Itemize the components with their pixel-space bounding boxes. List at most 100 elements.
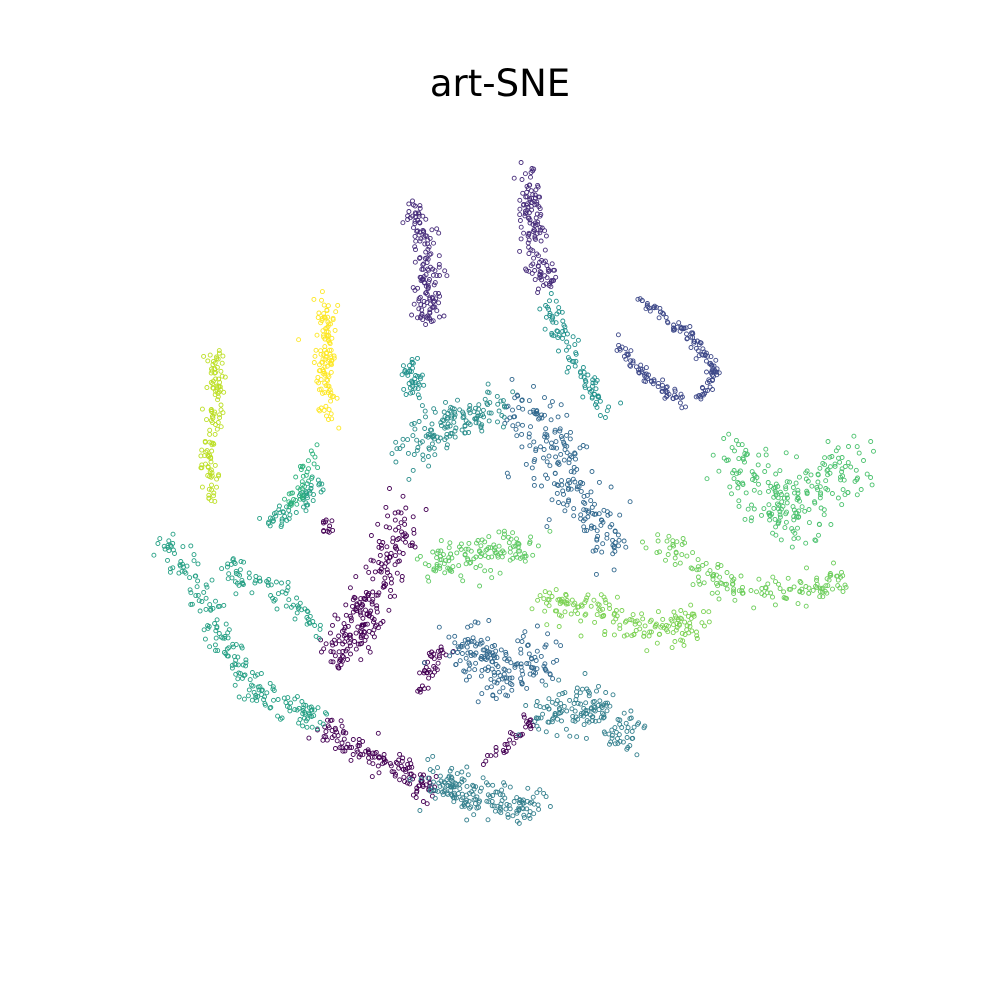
scatter-point	[432, 795, 438, 801]
scatter-point	[507, 737, 513, 743]
scatter-point	[311, 461, 317, 467]
scatter-point	[294, 595, 300, 601]
scatter-point	[814, 575, 820, 581]
scatter-point	[612, 741, 618, 747]
scatter-point	[299, 699, 305, 704]
scatter-point	[670, 327, 676, 333]
scatter-point	[603, 600, 609, 606]
scatter-point	[771, 505, 777, 511]
scatter-point	[415, 386, 421, 392]
scatter-point	[206, 495, 212, 501]
scatter-point	[751, 471, 757, 477]
scatter-point	[827, 571, 833, 576]
scatter-point	[303, 472, 309, 478]
scatter-point	[414, 447, 420, 453]
scatter-point	[209, 482, 214, 488]
scatter-point	[463, 561, 469, 567]
scatter-point	[410, 390, 416, 395]
scatter-point	[482, 539, 488, 545]
scatter-point	[421, 261, 427, 267]
scatter-point	[212, 462, 218, 468]
scatter-point	[537, 269, 543, 275]
scatter-point	[493, 789, 499, 795]
scatter-point	[402, 516, 408, 522]
cluster-12	[516, 671, 648, 758]
scatter-point	[350, 737, 356, 742]
scatter-point	[446, 634, 452, 640]
scatter-point	[373, 592, 379, 598]
scatter-point	[614, 594, 620, 600]
scatter-point	[554, 657, 560, 663]
scatter-point	[479, 691, 485, 697]
scatter-point	[535, 290, 541, 295]
scatter-point	[208, 418, 214, 424]
scatter-point	[700, 385, 706, 391]
scatter-point	[523, 553, 529, 559]
scatter-point	[199, 406, 205, 412]
scatter-point	[451, 419, 457, 425]
scatter-point	[596, 479, 602, 485]
scatter-point	[212, 409, 218, 415]
scatter-point	[429, 227, 435, 233]
scatter-point	[259, 692, 265, 698]
scatter-point	[542, 412, 547, 418]
scatter-point	[340, 641, 346, 647]
scatter-point	[448, 551, 454, 557]
scatter-point	[431, 567, 437, 573]
scatter-point	[217, 384, 223, 390]
scatter-point	[401, 386, 407, 392]
scatter-point	[566, 365, 571, 370]
scatter-point	[639, 611, 645, 617]
scatter-point	[636, 369, 642, 375]
scatter-point	[690, 335, 696, 340]
scatter-point	[715, 583, 721, 589]
scatter-point	[323, 383, 329, 389]
scatter-point	[421, 670, 427, 676]
scatter-point	[571, 469, 577, 475]
scatter-point	[328, 390, 334, 396]
scatter-point	[823, 486, 829, 491]
scatter-point	[578, 370, 583, 376]
scatter-point	[613, 608, 619, 613]
scatter-point	[520, 633, 526, 639]
scatter-point	[616, 543, 621, 549]
scatter-point	[254, 672, 260, 678]
scatter-point	[615, 532, 621, 538]
scatter-point	[348, 757, 354, 763]
scatter-point	[574, 486, 580, 492]
scatter-point	[371, 634, 377, 640]
scatter-point	[389, 769, 395, 775]
cluster-13	[389, 381, 516, 482]
scatter-point	[748, 518, 754, 524]
scatter-point	[494, 680, 500, 686]
scatter-point	[467, 403, 473, 408]
scatter-point	[431, 304, 436, 310]
scatter-point	[660, 616, 666, 622]
scatter-point	[642, 623, 648, 629]
scatter-point	[519, 639, 525, 644]
scatter-point	[436, 300, 442, 306]
scatter-point	[437, 273, 442, 278]
scatter-point	[562, 508, 568, 514]
scatter-point	[566, 344, 572, 350]
scatter-point	[546, 306, 552, 312]
scatter-point	[478, 543, 484, 549]
scatter-point	[597, 413, 603, 418]
scatter-point	[378, 561, 384, 567]
scatter-point	[282, 496, 287, 502]
scatter-point	[531, 811, 537, 817]
scatter-point	[486, 545, 492, 551]
scatter-point	[507, 784, 513, 790]
scatter-point	[701, 580, 707, 586]
scatter-point	[249, 697, 255, 703]
scatter-point	[366, 569, 372, 575]
scatter-point	[486, 418, 492, 424]
scatter-point	[781, 595, 787, 601]
scatter-point	[868, 439, 874, 444]
scatter-point	[831, 560, 836, 566]
scatter-point	[497, 689, 503, 695]
scatter-point	[466, 674, 472, 680]
scatter-point	[452, 633, 458, 639]
scatter-point	[426, 650, 432, 656]
scatter-point	[580, 394, 586, 400]
